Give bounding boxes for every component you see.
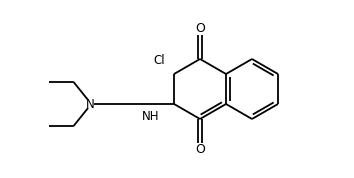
Text: O: O [195,22,205,35]
Text: Cl: Cl [153,54,165,67]
Text: N: N [86,98,95,111]
Text: O: O [195,143,205,156]
Text: NH: NH [142,109,159,122]
